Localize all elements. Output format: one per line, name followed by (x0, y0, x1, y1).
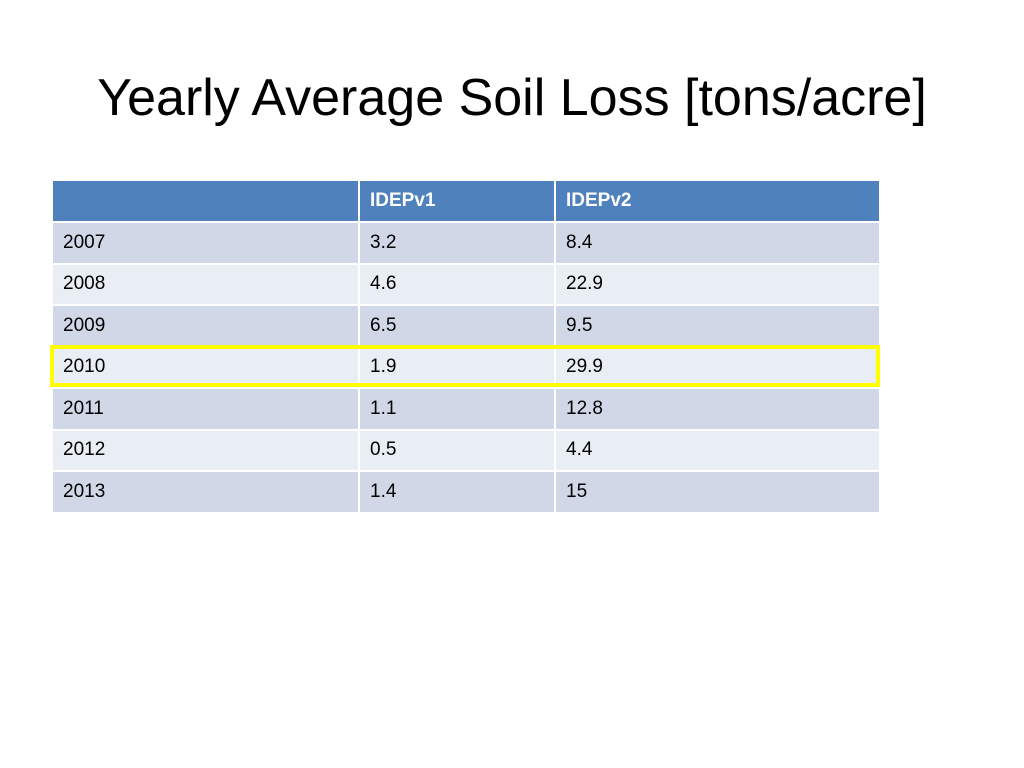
cell-idepv2: 4.4 (554, 428, 881, 472)
table-container: IDEPv1 IDEPv2 2007 3.2 8.4 2008 4.6 22.9… (51, 179, 881, 514)
cell-year: 2013 (51, 470, 360, 514)
table-row: 2011 1.1 12.8 (51, 387, 881, 431)
header-cell-idepv1: IDEPv1 (358, 179, 556, 223)
table-row: 2008 4.6 22.9 (51, 262, 881, 306)
cell-idepv2: 29.9 (554, 345, 881, 389)
header-cell-idepv2: IDEPv2 (554, 179, 881, 223)
cell-idepv1: 4.6 (358, 262, 556, 306)
cell-idepv2: 22.9 (554, 262, 881, 306)
cell-idepv2: 15 (554, 470, 881, 514)
cell-idepv1: 0.5 (358, 428, 556, 472)
cell-year: 2010 (51, 345, 360, 389)
cell-year: 2012 (51, 428, 360, 472)
cell-idepv2: 9.5 (554, 304, 881, 348)
cell-year: 2011 (51, 387, 360, 431)
table-row-highlighted: 2010 1.9 29.9 (51, 345, 881, 389)
cell-year: 2007 (51, 221, 360, 265)
cell-idepv2: 12.8 (554, 387, 881, 431)
cell-idepv1: 3.2 (358, 221, 556, 265)
cell-idepv1: 1.1 (358, 387, 556, 431)
table-row: 2007 3.2 8.4 (51, 221, 881, 265)
cell-year: 2008 (51, 262, 360, 306)
header-cell-year (51, 179, 360, 223)
soil-loss-table: IDEPv1 IDEPv2 2007 3.2 8.4 2008 4.6 22.9… (51, 179, 881, 514)
cell-idepv2: 8.4 (554, 221, 881, 265)
cell-idepv1: 1.9 (358, 345, 556, 389)
table-row: 2009 6.5 9.5 (51, 304, 881, 348)
table-header-row: IDEPv1 IDEPv2 (51, 179, 881, 223)
table-row: 2012 0.5 4.4 (51, 428, 881, 472)
cell-idepv1: 6.5 (358, 304, 556, 348)
cell-idepv1: 1.4 (358, 470, 556, 514)
slide-title: Yearly Average Soil Loss [tons/acre] (97, 69, 927, 127)
cell-year: 2009 (51, 304, 360, 348)
table-row: 2013 1.4 15 (51, 470, 881, 514)
